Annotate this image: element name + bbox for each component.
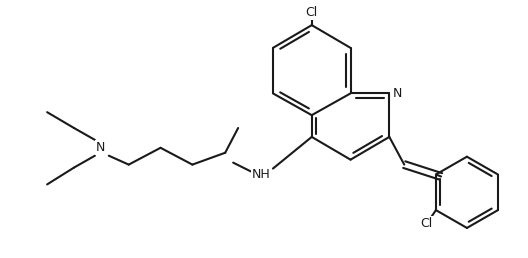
Text: N: N bbox=[393, 87, 402, 100]
Text: N: N bbox=[96, 141, 106, 154]
Text: Cl: Cl bbox=[420, 217, 432, 230]
Text: Cl: Cl bbox=[306, 6, 318, 19]
Text: NH: NH bbox=[252, 168, 270, 181]
